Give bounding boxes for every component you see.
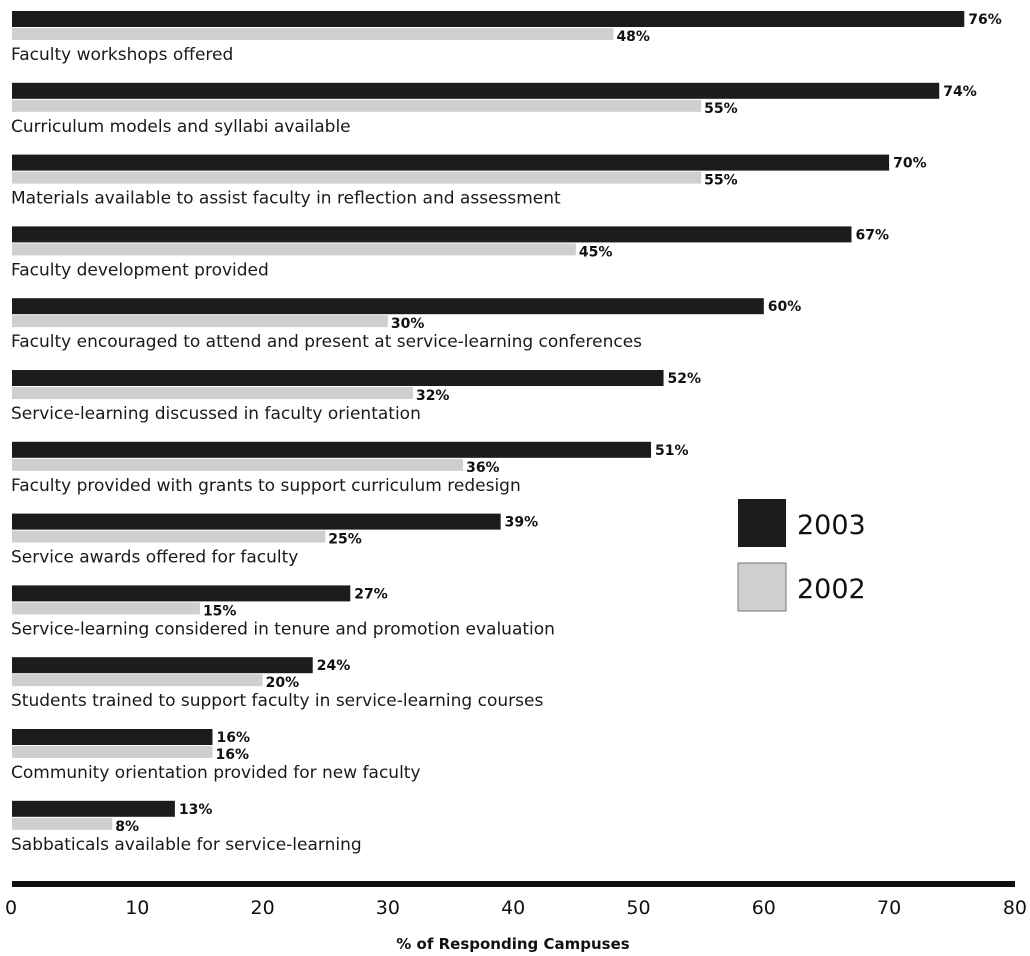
bar-2003 [12, 441, 652, 458]
bar-2002 [12, 674, 263, 687]
bar-2002 [12, 387, 413, 399]
value-label-2003: 27% [354, 586, 388, 602]
x-axis-line [12, 881, 1015, 887]
category-label: Sabbaticals available for service-learni… [11, 835, 362, 855]
value-label-2002: 32% [416, 388, 450, 404]
value-label-2003: 39% [505, 515, 539, 531]
category-label: Faculty workshops offered [11, 45, 233, 65]
x-axis: 0 10 20 30 40 50 60 70 80 [5, 881, 1027, 919]
bar-2002 [12, 530, 326, 543]
value-label-2003: 52% [668, 371, 702, 387]
value-label-2003: 13% [179, 802, 213, 818]
category-label: Service-learning considered in tenure an… [11, 619, 555, 639]
bars-layer: 76% 48% Faculty workshops offered 74% 55% Cur… [11, 11, 1002, 855]
category-label: Service awards offered for faculty [11, 548, 298, 568]
value-label-2002: 8% [115, 819, 139, 835]
legend: 2003 2002 [737, 499, 866, 612]
value-label-2003: 67% [856, 227, 890, 243]
value-label-2003: 76% [968, 12, 1002, 28]
category-label: Community orientation provided for new f… [11, 763, 421, 783]
value-label-2002: 48% [616, 29, 650, 45]
bar-2003 [12, 82, 940, 99]
value-label-2002: 55% [704, 101, 738, 117]
category-label: Service-learning discussed in faculty or… [11, 404, 421, 424]
value-label-2003: 24% [317, 658, 351, 674]
value-label-2002: 30% [391, 316, 425, 332]
bar-2003 [12, 657, 313, 674]
bar-2003 [12, 11, 965, 27]
legend-label-2002: 2002 [797, 574, 866, 605]
value-label-2003: 51% [655, 443, 689, 459]
x-tick-label: 80 [1003, 897, 1027, 919]
x-axis-title: % of Responding Campuses [396, 935, 629, 953]
value-label-2002: 55% [704, 173, 738, 189]
category-label: Curriculum models and syllabi available [11, 117, 351, 137]
value-label-2003: 16% [216, 730, 250, 746]
bar-2003 [12, 800, 175, 817]
category-label: Materials available to assist faculty in… [11, 189, 561, 209]
bar-2002 [12, 315, 388, 328]
x-tick-label: 50 [626, 897, 650, 919]
bar-2002 [12, 746, 213, 758]
x-tick-label: 60 [752, 897, 776, 919]
x-tick-label: 10 [125, 897, 149, 919]
value-label-2003: 74% [943, 84, 977, 100]
x-tick-label: 0 [5, 897, 17, 919]
legend-label-2003: 2003 [797, 510, 866, 541]
category-label: Students trained to support faculty in s… [11, 691, 543, 711]
bar-2003 [12, 370, 664, 386]
value-label-2003: 60% [768, 299, 802, 315]
bar-2002 [12, 458, 464, 471]
bar-2003 [12, 298, 764, 315]
x-tick-label: 20 [251, 897, 275, 919]
legend-swatch-2002 [737, 562, 787, 612]
bar-2002 [12, 28, 614, 40]
category-label: Faculty encouraged to attend and present… [11, 332, 642, 352]
bar-2002 [12, 243, 576, 256]
value-label-2002: 45% [579, 244, 613, 260]
bar-2003 [12, 513, 501, 530]
bar-2002 [12, 602, 200, 615]
category-label: Faculty provided with grants to support … [11, 476, 521, 496]
bar-2002 [12, 171, 702, 184]
bar-2003 [12, 585, 351, 602]
value-label-2002: 25% [328, 532, 362, 548]
x-tick-label: 30 [376, 897, 400, 919]
bar-2002 [12, 817, 113, 830]
bar-2003 [12, 154, 890, 171]
value-label-2002: 36% [466, 460, 500, 476]
bar-2002 [12, 99, 702, 112]
bar-2003 [12, 729, 213, 745]
value-label-2003: 70% [893, 156, 927, 172]
bar-2003 [12, 226, 852, 243]
value-label-2002: 16% [215, 747, 249, 763]
value-label-2002: 20% [266, 675, 300, 691]
x-tick-label: 70 [877, 897, 901, 919]
x-tick-label: 40 [501, 897, 525, 919]
value-label-2002: 15% [203, 603, 237, 619]
category-label: Faculty development provided [11, 260, 269, 280]
legend-swatch-2003 [738, 499, 786, 547]
